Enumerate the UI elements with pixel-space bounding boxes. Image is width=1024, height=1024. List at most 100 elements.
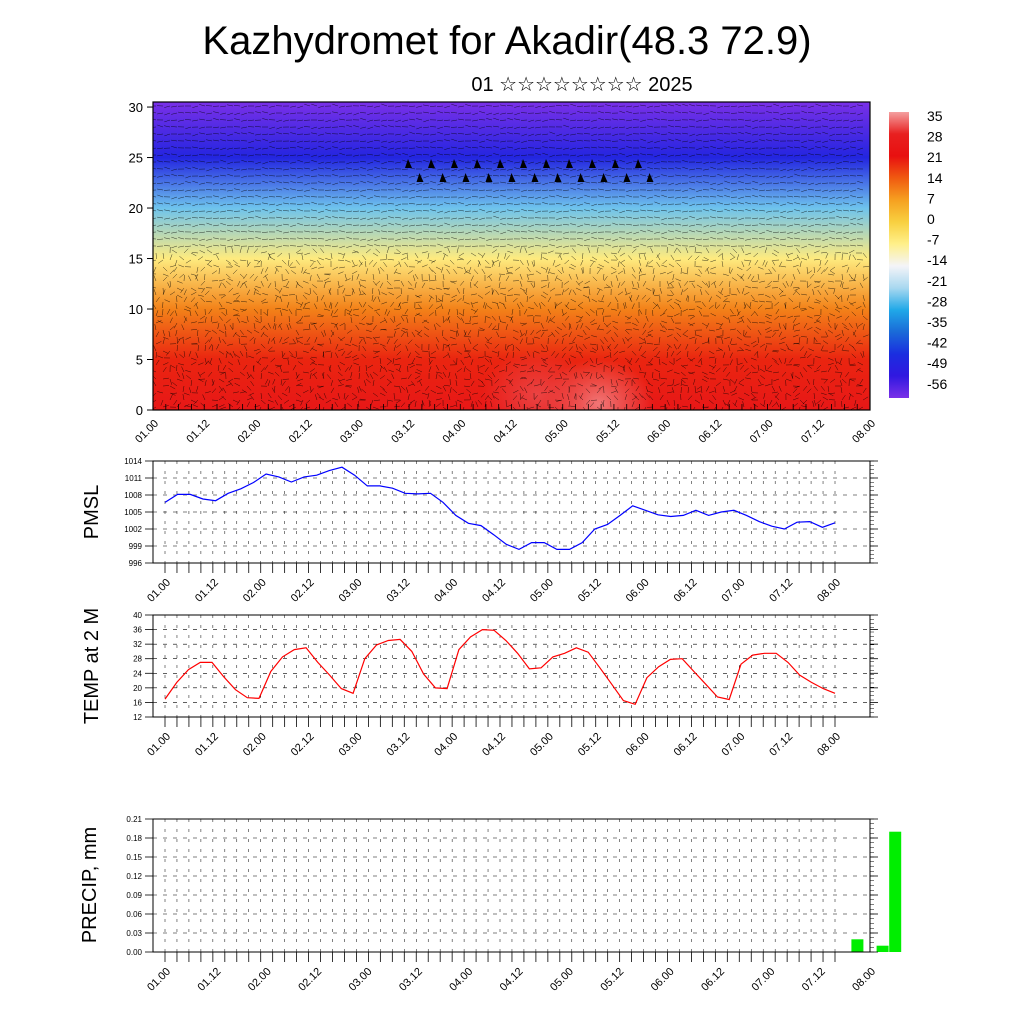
cross-section-ytick-label: 25 xyxy=(129,151,143,166)
p2-ytick-label: 1005 xyxy=(124,508,142,517)
heatmap-layer xyxy=(153,102,870,410)
p4-ytick-label: 0.18 xyxy=(126,834,142,843)
p2-xtick-label: 07.00 xyxy=(719,577,747,605)
p2-xtick-label: 03.12 xyxy=(384,577,412,605)
p2-xtick-label: 06.12 xyxy=(672,577,700,605)
p3-xtick-label: 03.12 xyxy=(384,731,412,759)
p3-ytick-label: 28 xyxy=(133,655,142,664)
precip-bar xyxy=(876,945,889,952)
p4-xtick-label: 02.12 xyxy=(296,966,324,994)
p4-xtick-label: 04.00 xyxy=(447,966,475,994)
p3-xtick-label: 08.00 xyxy=(815,731,843,759)
cross-section-xtick-label: 06.00 xyxy=(645,418,673,446)
p3-xtick-label: 06.00 xyxy=(624,731,652,759)
p3-xtick-label: 01.00 xyxy=(145,731,173,759)
cross-section-panel: 0 5 10 15 20 25 30 01.00 01.12 02.00 02.12 03.00 03.… xyxy=(129,100,879,446)
colorbar-label: -35 xyxy=(927,314,947,330)
p4-ytick-label: 0.15 xyxy=(126,853,142,862)
colorbar-label: -21 xyxy=(927,273,947,289)
p3-ytick-label: 12 xyxy=(133,713,142,722)
temp-series-line xyxy=(164,628,836,706)
p2-ytick-label: 1002 xyxy=(124,525,142,534)
cross-section-xtick-label: 03.12 xyxy=(389,418,417,446)
p3-ytick-label: 40 xyxy=(133,611,142,620)
colorbar-label: 7 xyxy=(927,190,935,206)
wind-barb-field xyxy=(153,103,870,410)
p4-ytick-label: 0.21 xyxy=(126,815,142,824)
p2-ytick-label: 1011 xyxy=(125,474,143,483)
p3-xtick-label: 02.12 xyxy=(289,731,317,759)
temp-panel: 12 16 20 24 28 32 36 40 01.00 01.12 02.00 02.12 03.0… xyxy=(81,608,878,759)
p3-ytick-label: 32 xyxy=(133,640,142,649)
p4-xtick-label: 06.00 xyxy=(649,966,677,994)
p2-xtick-label: 07.12 xyxy=(767,577,795,605)
cross-section-xtick-label: 08.00 xyxy=(850,418,878,446)
p2-ytick-label: 996 xyxy=(129,559,143,568)
p3-xtick-label: 07.12 xyxy=(767,731,795,759)
cross-section-ytick-label: 15 xyxy=(129,252,143,267)
precip-bar xyxy=(851,939,864,952)
p3-xtick-label: 04.00 xyxy=(432,731,460,759)
p3-xtick-label: 03.00 xyxy=(337,731,365,759)
p2-xtick-label: 06.00 xyxy=(624,577,652,605)
p2-ytick-label: 999 xyxy=(129,542,143,551)
precip-ylabel: PRECIP, mm xyxy=(79,827,101,943)
cross-section-xtick-label: 01.00 xyxy=(133,418,161,446)
wind-barbs xyxy=(153,103,870,410)
cross-section-xtick-label: 04.12 xyxy=(492,418,520,446)
colorbar-gradient xyxy=(889,112,909,398)
cross-section-ytick-label: 10 xyxy=(129,302,143,317)
p4-xtick-label: 02.00 xyxy=(246,966,274,994)
precip-panel: 0.00 0.03 0.06 0.09 0.12 0.15 0.18 0.21 01.00 01.… xyxy=(79,815,902,994)
p3-xtick-label: 01.12 xyxy=(193,731,221,759)
precip-bar xyxy=(889,831,902,952)
p3-xtick-label: 05.12 xyxy=(576,731,604,759)
p4-ytick-label: 0.00 xyxy=(126,948,142,957)
p2-xtick-label: 05.00 xyxy=(528,577,556,605)
p4-xtick-label: 03.00 xyxy=(347,966,375,994)
cross-section-ytick-label: 0 xyxy=(136,403,143,418)
p3-ytick-label: 24 xyxy=(133,669,142,678)
colorbar-label: -28 xyxy=(927,293,947,309)
cross-section-ytick-label: 30 xyxy=(129,100,143,115)
p4-xtick-label: 07.00 xyxy=(749,966,777,994)
p4-xtick-label: 05.00 xyxy=(548,966,576,994)
cross-section-xtick-label: 03.00 xyxy=(338,418,366,446)
cross-section-xtick-label: 02.12 xyxy=(287,418,315,446)
p4-xtick-label: 03.12 xyxy=(397,966,425,994)
p2-xtick-label: 08.00 xyxy=(815,577,843,605)
p4-xtick-label: 07.12 xyxy=(800,966,828,994)
p2-ytick-label: 1008 xyxy=(124,491,142,500)
cross-section-xtick-label: 02.00 xyxy=(236,418,264,446)
colorbar-label: -56 xyxy=(927,376,947,392)
colorbar-label: 14 xyxy=(927,170,943,186)
p3-ytick-label: 20 xyxy=(133,684,142,693)
p3-xtick-label: 07.00 xyxy=(719,731,747,759)
p3-xtick-label: 02.00 xyxy=(241,731,269,759)
p3-xtick-label: 05.00 xyxy=(528,731,556,759)
colorbar: 35 28 21 14 7 0 -7 -14 -21 -28 -35 -42 -49 -56 xyxy=(889,108,947,398)
chart-subtitle: 01 ☆☆☆☆☆☆☆☆ 2025 xyxy=(471,74,692,96)
cross-section-xtick-label: 01.12 xyxy=(184,418,212,446)
temp-ylabel: TEMP at 2 M xyxy=(81,608,103,724)
p4-xtick-label: 05.12 xyxy=(598,966,626,994)
p2-xtick-label: 02.00 xyxy=(241,577,269,605)
warm-core xyxy=(482,349,593,410)
p2-xtick-label: 04.12 xyxy=(480,577,508,605)
colorbar-label: 21 xyxy=(927,149,943,165)
p4-ytick-label: 0.03 xyxy=(126,929,142,938)
p4-xtick-label: 01.12 xyxy=(196,966,224,994)
colorbar-label: 0 xyxy=(927,211,935,227)
p4-ytick-label: 0.12 xyxy=(126,872,142,881)
p4-ytick-label: 0.09 xyxy=(126,891,142,900)
precip-frame xyxy=(152,818,871,953)
p3-xtick-label: 06.12 xyxy=(672,731,700,759)
p2-xtick-label: 01.00 xyxy=(145,577,173,605)
p2-ytick-label: 1014 xyxy=(124,457,142,466)
colorbar-label: -14 xyxy=(927,252,947,268)
cross-section-ytick-label: 20 xyxy=(129,201,143,216)
colorbar-label: -7 xyxy=(927,232,940,248)
cross-section-xtick-label: 06.12 xyxy=(697,418,725,446)
p2-xtick-label: 01.12 xyxy=(193,577,221,605)
